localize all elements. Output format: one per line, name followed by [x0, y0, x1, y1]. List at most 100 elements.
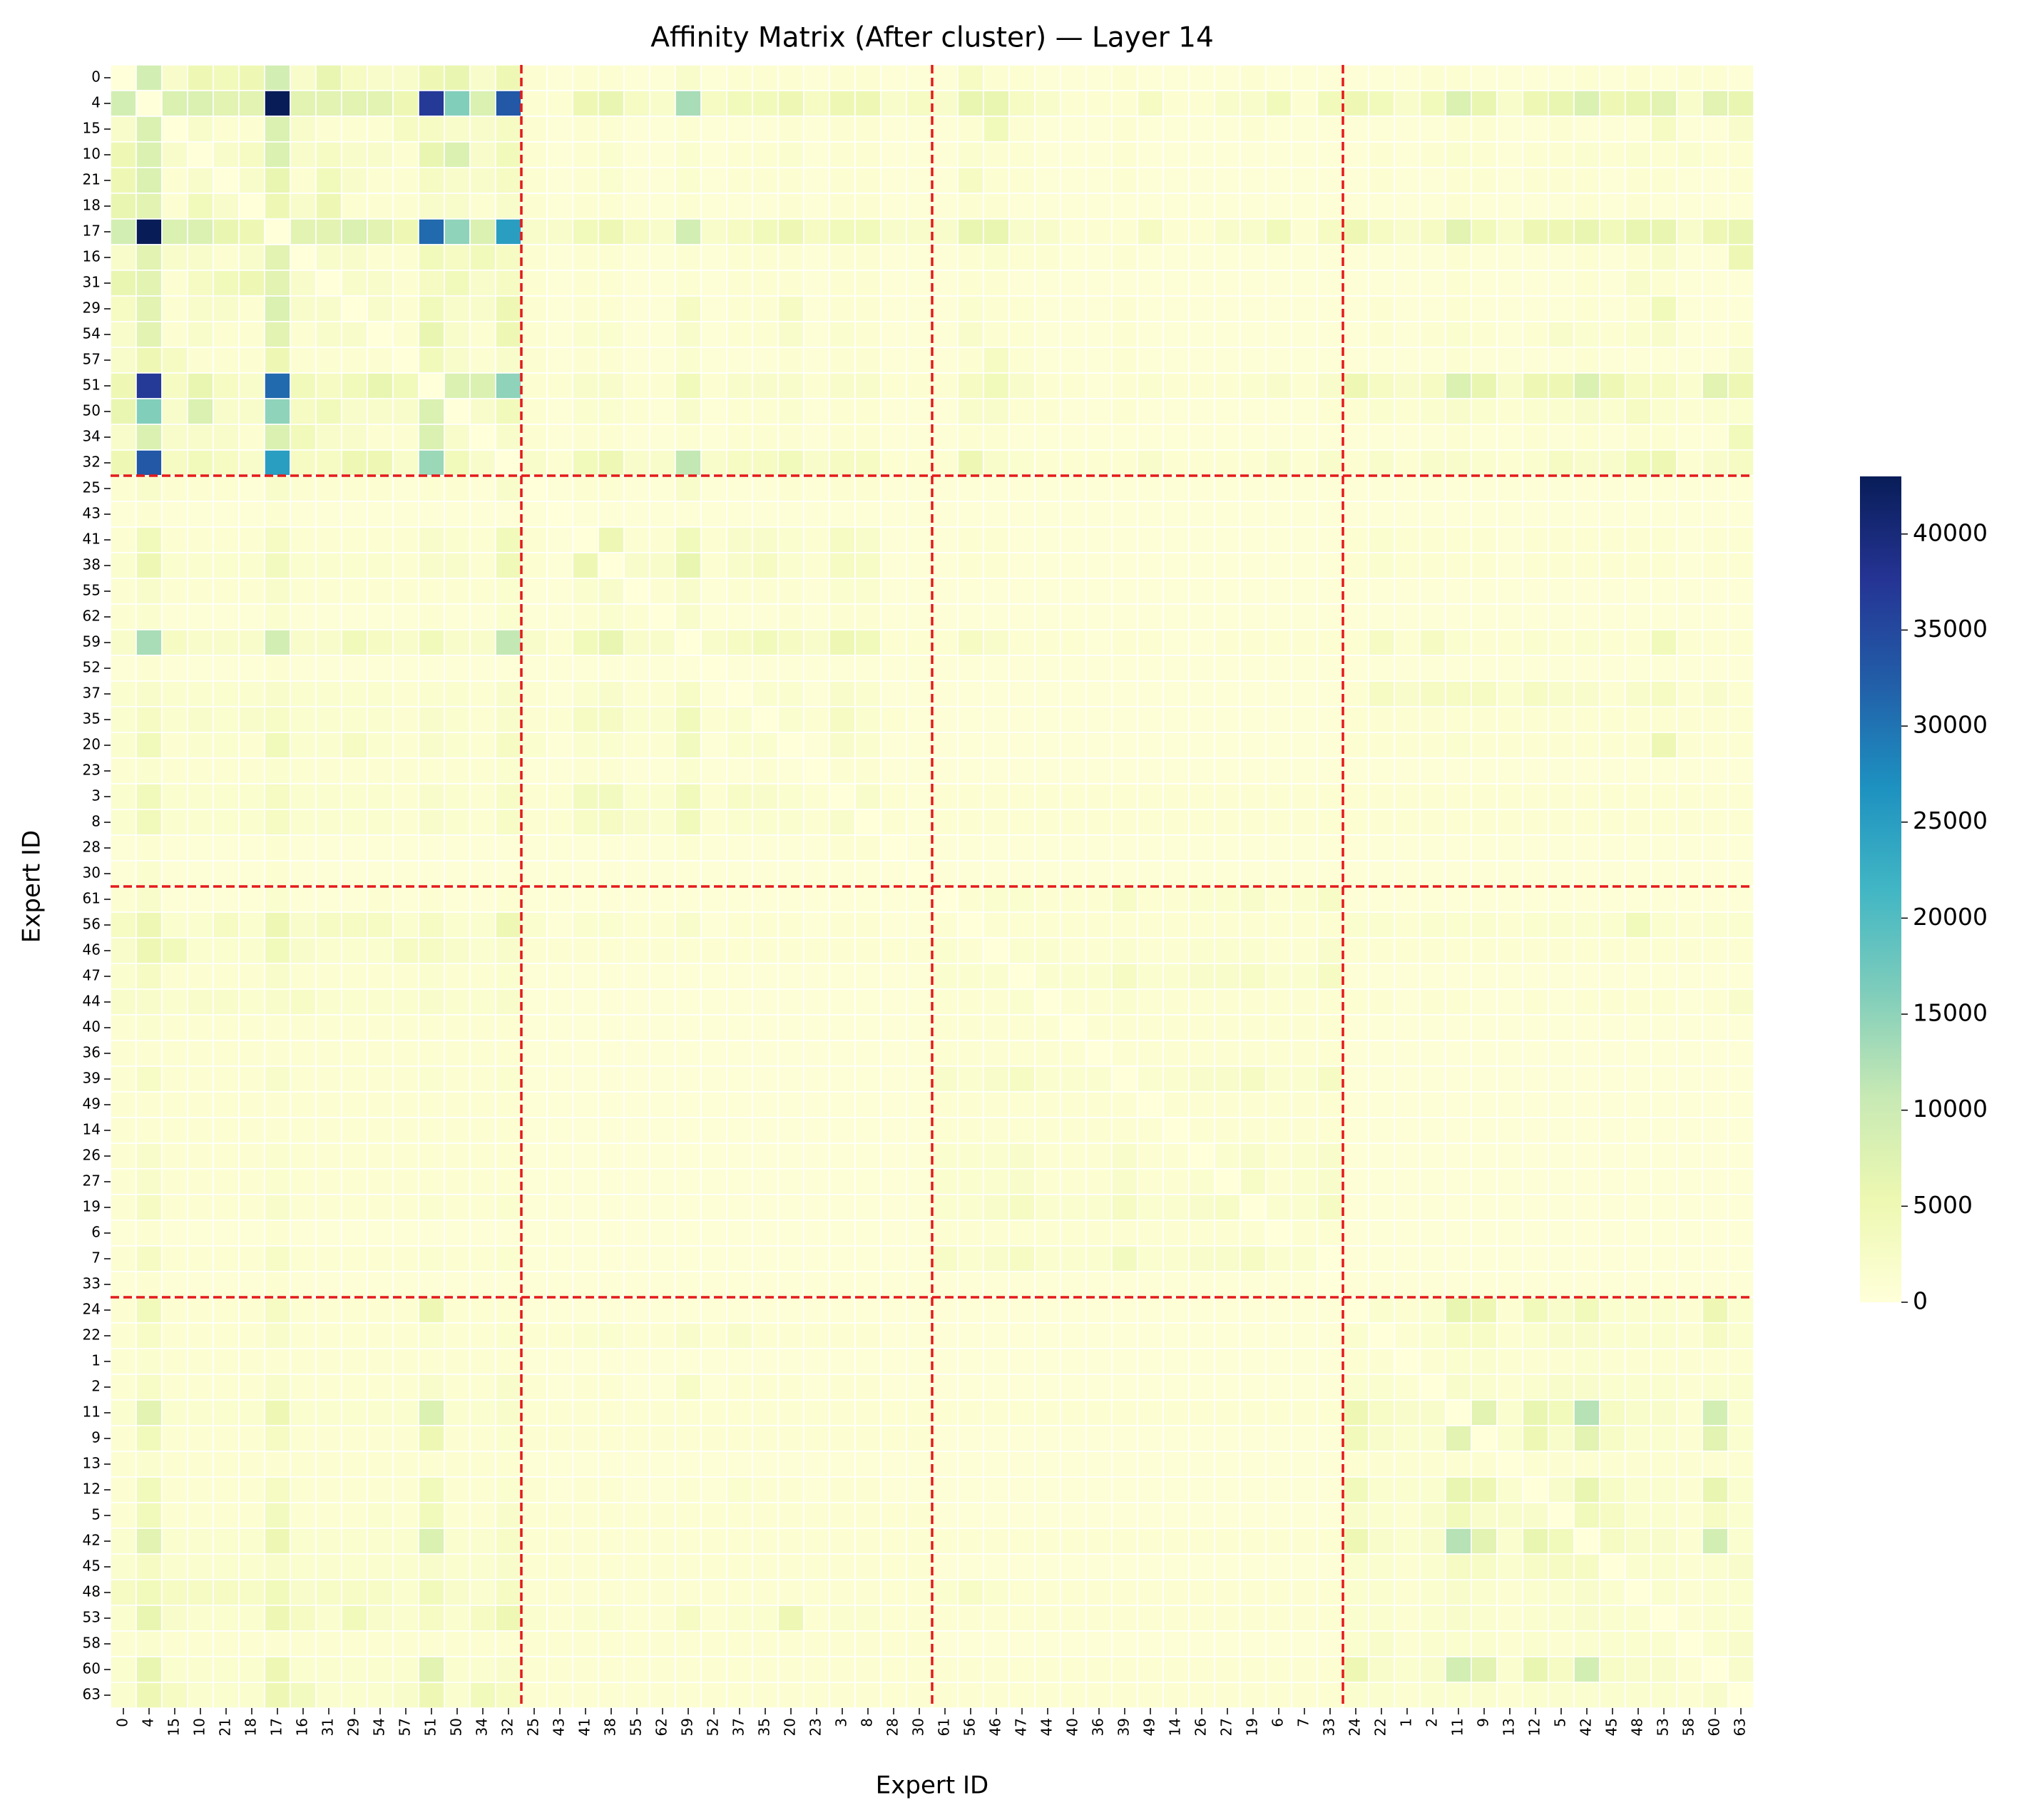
heatmap-cell: [1548, 886, 1575, 913]
heatmap-cell: [1060, 629, 1087, 656]
heatmap-cell: [1394, 1451, 1421, 1478]
heatmap-cell: [1394, 578, 1421, 605]
heatmap-cell: [1573, 90, 1600, 117]
heatmap-cell: [444, 321, 471, 348]
heatmap-cell: [1394, 295, 1421, 322]
heatmap-cell: [675, 1065, 702, 1093]
heatmap-cell: [1548, 603, 1575, 630]
heatmap-cell: [546, 1476, 573, 1503]
heatmap-cell: [1265, 270, 1292, 297]
heatmap-cell: [392, 1451, 419, 1478]
heatmap-cell: [392, 1297, 419, 1324]
heatmap-cell: [367, 475, 394, 502]
heatmap-cell: [1008, 1065, 1036, 1093]
heatmap-cell: [700, 834, 727, 862]
x-tick-label: 36: [1090, 1718, 1107, 1736]
heatmap-cell: [238, 218, 265, 245]
heatmap-cell: [752, 1322, 779, 1349]
heatmap-cell: [1727, 218, 1754, 245]
heatmap-cell: [1214, 449, 1241, 476]
x-tick-label: 51: [422, 1718, 439, 1736]
heatmap-cell: [1471, 1091, 1498, 1118]
heatmap-cell: [187, 680, 214, 707]
heatmap-cell: [623, 834, 650, 862]
heatmap-cell: [1702, 1194, 1729, 1221]
heatmap-cell: [238, 526, 265, 553]
y-tick-label: 15: [83, 120, 101, 137]
heatmap-cell: [1496, 1451, 1523, 1478]
heatmap-cell: [1650, 501, 1677, 528]
heatmap-cell: [1060, 218, 1087, 245]
heatmap-cell: [469, 1630, 496, 1657]
heatmap-cell: [1522, 449, 1549, 476]
heatmap-cell: [290, 1374, 317, 1401]
heatmap-cell: [469, 1091, 496, 1118]
heatmap-cell: [1702, 809, 1729, 836]
heatmap-cell: [803, 706, 830, 733]
heatmap-cell: [1060, 116, 1087, 143]
heatmap-cell: [1368, 141, 1395, 168]
y-tick-label: 0: [91, 68, 101, 86]
heatmap-cell: [1008, 193, 1036, 220]
heatmap-cell: [803, 1374, 830, 1401]
heatmap-cell: [1188, 1425, 1215, 1452]
heatmap-cell: [136, 629, 163, 656]
heatmap-cell: [1214, 1399, 1241, 1426]
heatmap-cell: [1008, 449, 1036, 476]
heatmap-cell: [983, 1065, 1010, 1093]
heatmap-cell: [803, 1425, 830, 1452]
heatmap-cell: [1445, 167, 1472, 194]
heatmap-cell: [1676, 1040, 1703, 1067]
heatmap-cell: [110, 1297, 137, 1324]
heatmap-cell: [392, 706, 419, 733]
heatmap-cell: [1368, 809, 1395, 836]
heatmap-cell: [880, 1476, 907, 1503]
heatmap-cell: [136, 1322, 163, 1349]
heatmap-cell: [1162, 809, 1190, 836]
heatmap-cell: [700, 321, 727, 348]
heatmap-cell: [1137, 937, 1164, 964]
heatmap-cell: [1291, 526, 1318, 553]
heatmap-cell: [1522, 1014, 1549, 1041]
heatmap-cell: [1650, 218, 1677, 245]
heatmap-cell: [1240, 193, 1267, 220]
heatmap-cell: [1317, 270, 1344, 297]
heatmap-cell: [1317, 1579, 1344, 1606]
heatmap-cell: [1522, 1142, 1549, 1170]
heatmap-cell: [238, 1297, 265, 1324]
heatmap-cell: [444, 1399, 471, 1426]
heatmap-cell: [546, 1091, 573, 1118]
heatmap-cell: [1265, 1220, 1292, 1247]
heatmap-cell: [1727, 1399, 1754, 1426]
heatmap-cell: [392, 911, 419, 939]
heatmap-cell: [495, 578, 522, 605]
heatmap-cell: [1573, 193, 1600, 220]
heatmap-cell: [1368, 64, 1395, 91]
heatmap-cell: [1368, 1168, 1395, 1195]
heatmap-cell: [1034, 347, 1061, 374]
heatmap-cell: [726, 1399, 753, 1426]
heatmap-cell: [264, 218, 291, 245]
heatmap-cell: [1650, 1348, 1677, 1375]
heatmap-cell: [1317, 552, 1344, 579]
heatmap-cell: [1137, 1322, 1164, 1349]
heatmap-cell: [752, 398, 779, 425]
heatmap-cell: [1060, 501, 1087, 528]
heatmap-cell: [1573, 1553, 1600, 1580]
heatmap-cell: [1522, 1065, 1549, 1093]
heatmap-cell: [1625, 141, 1652, 168]
heatmap-cell: [1034, 116, 1061, 143]
heatmap-cell: [1034, 501, 1061, 528]
heatmap-cell: [1445, 757, 1472, 784]
heatmap-cell: [1650, 1553, 1677, 1580]
heatmap-cell: [392, 1348, 419, 1375]
heatmap-cell: [213, 1605, 240, 1632]
heatmap-cell: [521, 1091, 548, 1118]
heatmap-cell: [675, 1014, 702, 1041]
heatmap-cell: [521, 680, 548, 707]
heatmap-cell: [1265, 1605, 1292, 1632]
x-tick-label: 42: [1578, 1718, 1595, 1736]
heatmap-cell: [983, 629, 1010, 656]
heatmap-cell: [1394, 270, 1421, 297]
heatmap-cell: [161, 1553, 188, 1580]
